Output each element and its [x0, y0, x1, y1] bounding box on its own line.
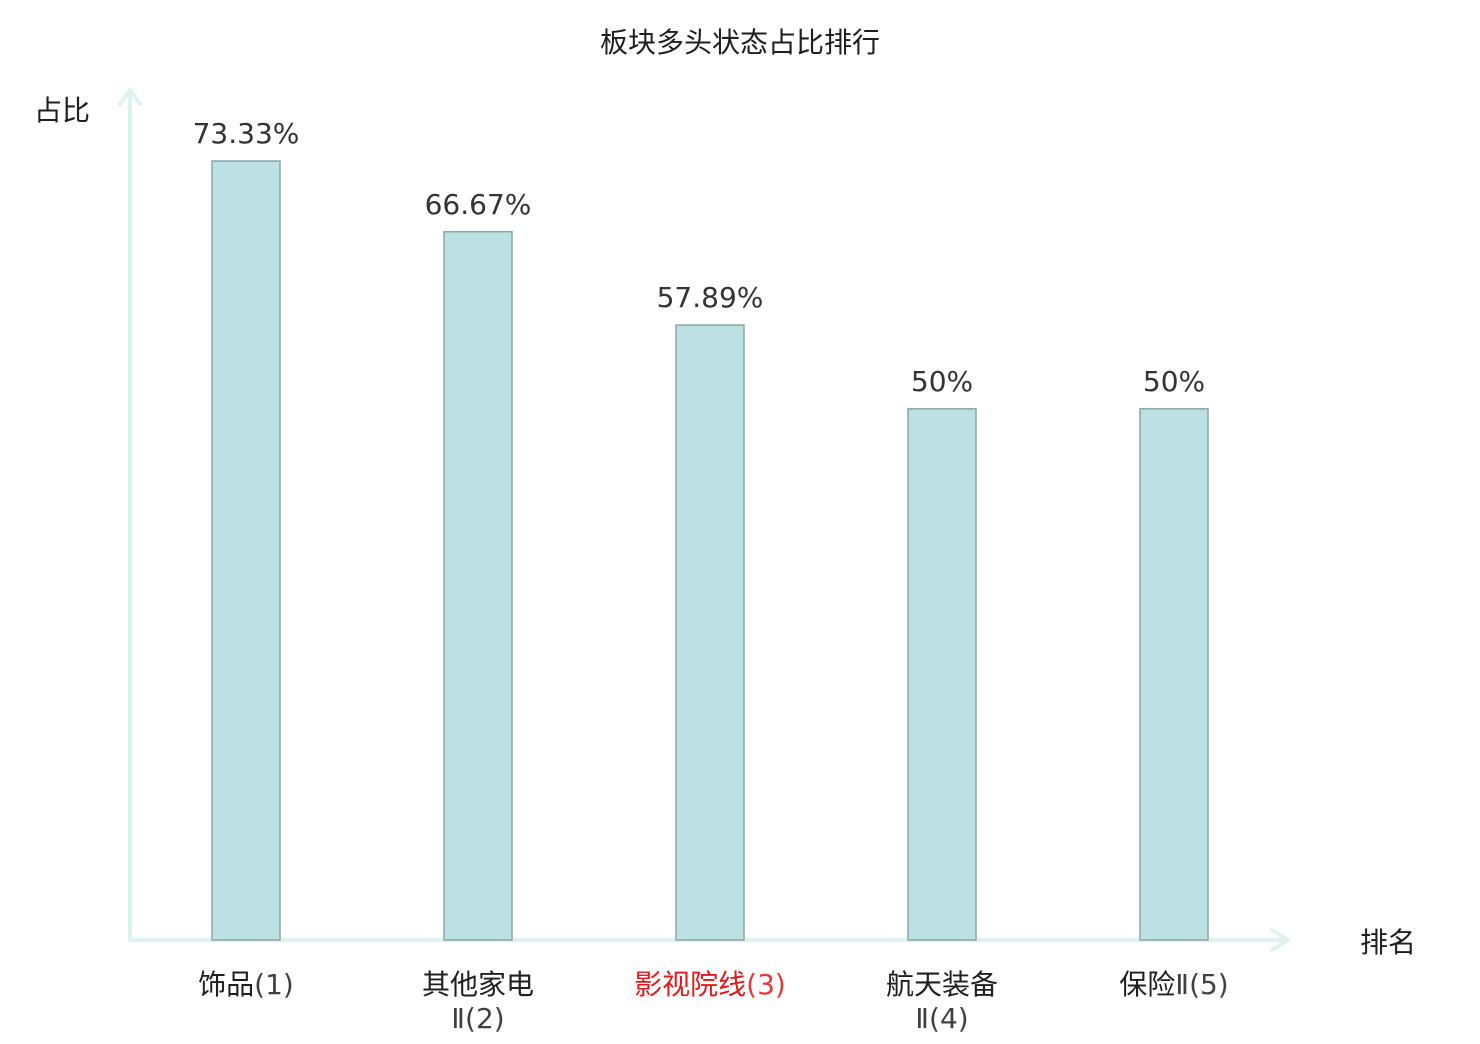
x-axis-label: 排名: [1360, 926, 1416, 959]
tick-label-name: 饰品: [198, 968, 254, 1001]
chart-title: 板块多头状态占比排行: [600, 26, 880, 59]
tick-label-name: 影视院线: [634, 968, 746, 1001]
tick-label-name: 航天装备: [886, 968, 998, 1001]
value-label-1: 73.33%: [193, 117, 300, 150]
bar-4: [907, 408, 977, 941]
y-axis-arrow: [118, 88, 142, 106]
tick-label-2: 其他家电 Ⅱ(2): [422, 968, 534, 1035]
value-label-5: 50%: [1143, 365, 1205, 398]
tick-label-rank: (1): [254, 968, 294, 1001]
tick-label-name: 保险: [1119, 968, 1175, 1001]
bars-group: [211, 160, 1209, 941]
y-axis-label: 占比: [34, 94, 90, 127]
value-label-4: 50%: [911, 365, 973, 398]
tick-label-3: 影视院线(3): [634, 968, 786, 1001]
category-labels-group: 饰品(1) 其他家电 Ⅱ(2) 影视院线(3) 航天装备 Ⅱ(4) 保险Ⅱ(5): [198, 968, 1229, 1035]
value-label-3: 57.89%: [657, 281, 764, 314]
tick-label-rank: (3): [746, 968, 786, 1001]
tick-label-rank: Ⅱ(2): [451, 1002, 504, 1035]
value-label-2: 66.67%: [425, 188, 532, 221]
x-axis-arrow: [1270, 928, 1290, 952]
bar-1: [211, 160, 281, 941]
tick-label-rank: Ⅱ(4): [915, 1002, 968, 1035]
tick-label-name: 其他家电: [422, 968, 534, 1001]
tick-label-rank: Ⅱ(5): [1175, 968, 1228, 1001]
bar-5: [1139, 408, 1209, 941]
tick-label-5: 保险Ⅱ(5): [1119, 968, 1228, 1001]
y-axis: [118, 88, 142, 940]
bar-3: [675, 324, 745, 941]
bar-2: [443, 231, 513, 941]
value-labels-group: 73.33% 66.67% 57.89% 50% 50%: [193, 117, 1206, 398]
tick-label-4: 航天装备 Ⅱ(4): [886, 968, 998, 1035]
tick-label-1: 饰品(1): [198, 968, 294, 1001]
